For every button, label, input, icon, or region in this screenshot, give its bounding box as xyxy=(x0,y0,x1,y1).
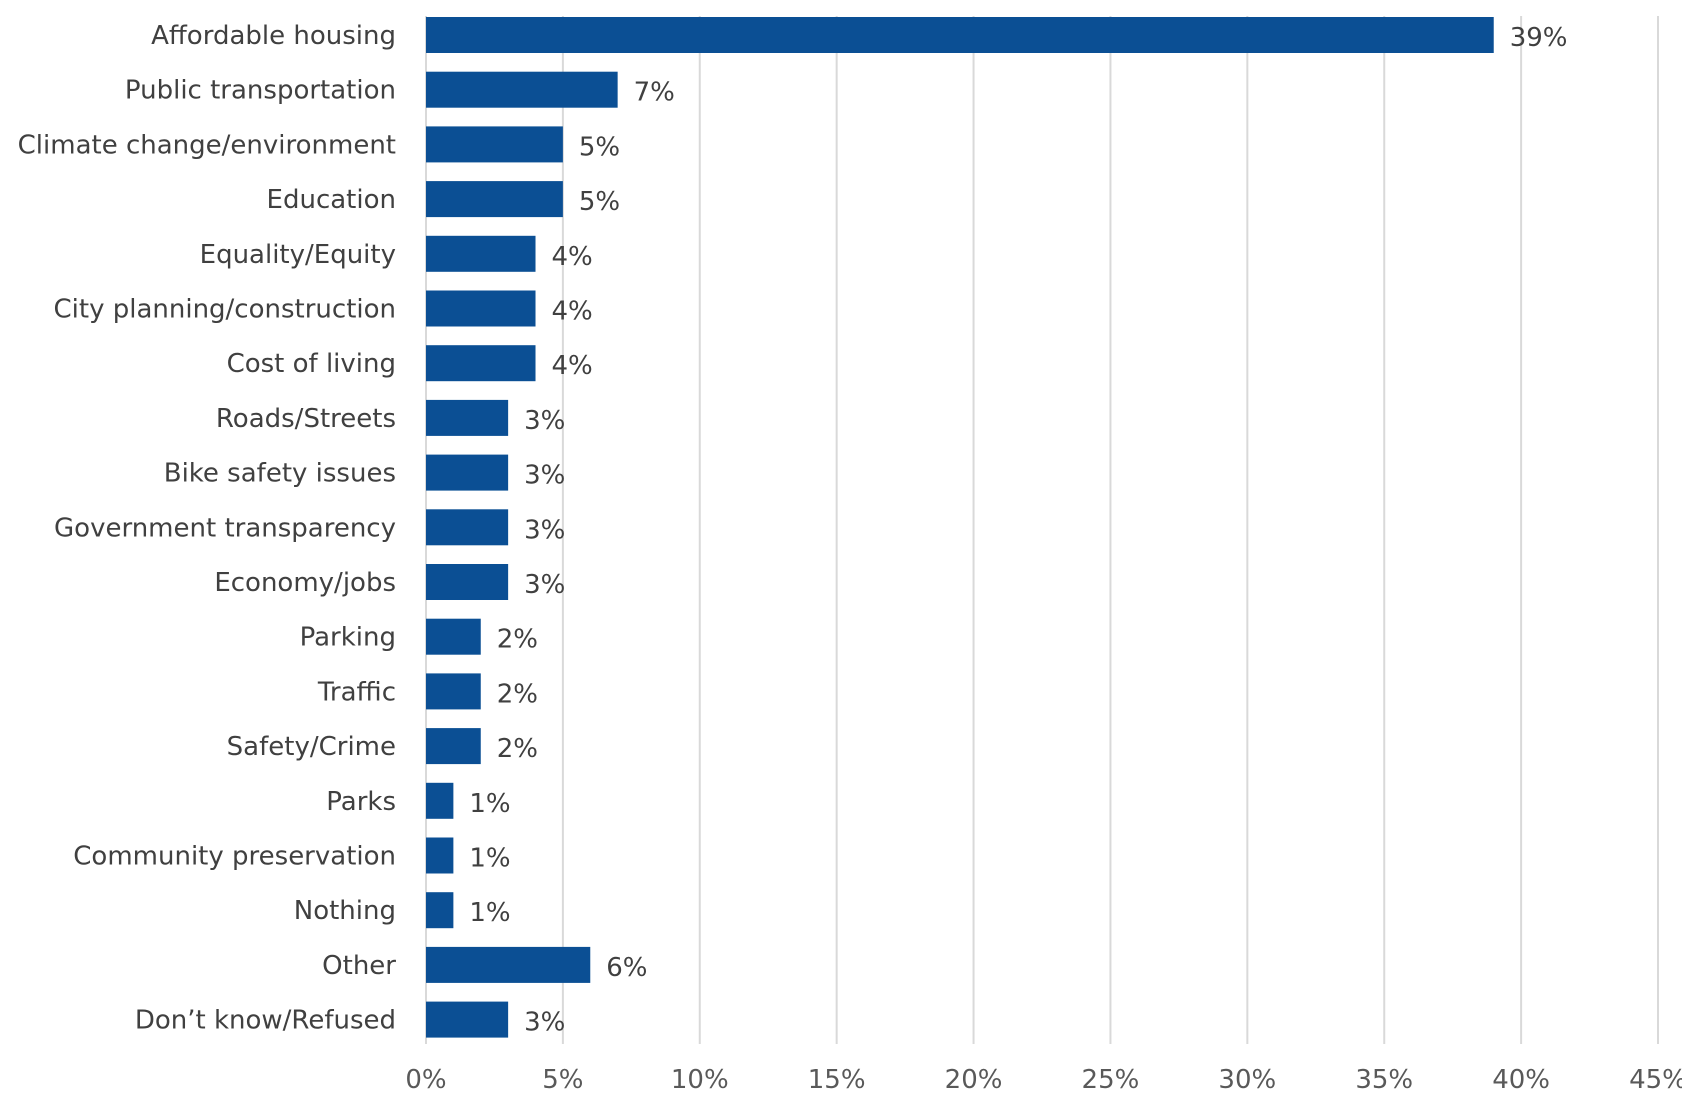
data-label: 4% xyxy=(552,242,593,272)
bar xyxy=(426,454,509,491)
x-tick-label: 15% xyxy=(808,1065,866,1093)
bar xyxy=(426,17,1494,53)
bar xyxy=(426,782,454,819)
data-label: 7% xyxy=(634,78,675,108)
category-label: Roads/Streets xyxy=(216,404,396,434)
data-label: 1% xyxy=(469,789,510,819)
x-axis-ticks: 0% 5% 10% 15% 20% 25% 30% 35% 40% 45% xyxy=(405,1065,1682,1093)
category-label: Community preservation xyxy=(73,842,396,872)
bar xyxy=(426,837,454,874)
data-label: 3% xyxy=(524,1008,565,1038)
category-label: City planning/construction xyxy=(54,295,397,325)
category-label: Affordable housing xyxy=(151,21,396,51)
bar xyxy=(426,1001,509,1038)
bar xyxy=(426,946,591,983)
category-label: Economy/jobs xyxy=(214,568,396,598)
data-label: 4% xyxy=(552,297,593,327)
bar xyxy=(426,509,509,546)
category-label: Bike safety issues xyxy=(164,459,396,489)
x-tick-label: 0% xyxy=(405,1065,446,1093)
category-label: Parking xyxy=(300,623,396,653)
bar xyxy=(426,181,563,218)
data-label: 2% xyxy=(497,625,538,655)
category-label: Nothing xyxy=(294,896,396,926)
data-label: 3% xyxy=(524,515,565,545)
x-tick-label: 35% xyxy=(1355,1065,1413,1093)
category-label: Cost of living xyxy=(227,349,396,379)
data-label: 39% xyxy=(1510,23,1568,53)
bar xyxy=(426,235,536,272)
category-label: Public transportation xyxy=(125,76,396,106)
category-label: Education xyxy=(267,185,396,215)
data-label: 5% xyxy=(579,187,620,217)
x-tick-label: 45% xyxy=(1629,1065,1682,1093)
x-tick-label: 10% xyxy=(671,1065,729,1093)
data-label: 1% xyxy=(469,844,510,874)
data-label: 5% xyxy=(579,132,620,162)
bar xyxy=(426,728,481,765)
x-tick-label: 30% xyxy=(1218,1065,1276,1093)
bar xyxy=(426,126,563,163)
category-label: Traffic xyxy=(317,677,396,707)
data-labels: 39% 7% 5% 5% 4% 4% 4% 3% 3% 3% 3% 2% 2% 2% 1% 1% 1% 6% 3% xyxy=(469,23,1567,1038)
category-labels: Affordable housing Public transportation C… xyxy=(18,21,397,1036)
data-label: 2% xyxy=(497,734,538,764)
bar xyxy=(426,564,509,600)
gridlines xyxy=(425,16,1659,1044)
x-tick-label: 20% xyxy=(945,1065,1003,1093)
data-label: 3% xyxy=(524,461,565,491)
data-label: 3% xyxy=(524,406,565,436)
bar xyxy=(426,345,536,382)
category-label: Parks xyxy=(326,787,396,817)
category-label: Government transparency xyxy=(54,513,396,543)
bars xyxy=(426,17,1494,1038)
bar xyxy=(426,673,481,710)
bar xyxy=(426,71,618,108)
data-label: 1% xyxy=(469,898,510,928)
category-label: Climate change/environment xyxy=(18,130,396,160)
data-label: 4% xyxy=(552,351,593,381)
x-tick-label: 25% xyxy=(1082,1065,1140,1093)
category-label: Other xyxy=(322,951,396,981)
x-tick-label: 40% xyxy=(1492,1065,1550,1093)
category-label: Equality/Equity xyxy=(200,240,396,270)
bar xyxy=(426,290,536,327)
bar xyxy=(426,618,481,655)
category-label: Safety/Crime xyxy=(227,732,396,762)
data-label: 3% xyxy=(524,570,565,600)
x-tick-label: 5% xyxy=(542,1065,583,1093)
bar xyxy=(426,399,509,436)
data-label: 6% xyxy=(606,953,647,983)
bar xyxy=(426,892,454,929)
category-label: Don’t know/Refused xyxy=(135,1006,396,1036)
data-label: 2% xyxy=(497,679,538,709)
